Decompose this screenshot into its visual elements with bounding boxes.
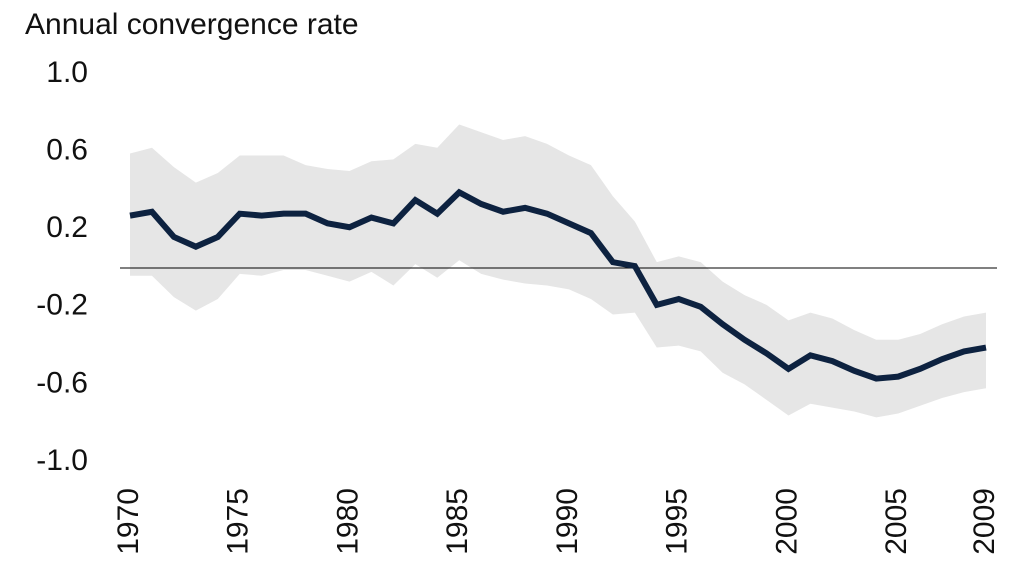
x-tick-label: 2009 <box>968 488 1001 555</box>
y-tick-label: 0.6 <box>46 134 88 167</box>
x-tick-label: 1985 <box>441 488 474 555</box>
y-tick-label: -1.0 <box>36 444 88 477</box>
confidence-band <box>130 124 986 418</box>
x-tick-label: 1970 <box>112 488 145 555</box>
chart-title: Annual convergence rate <box>25 8 359 41</box>
y-tick-label: -0.2 <box>36 289 88 322</box>
x-tick-label: 1990 <box>551 488 584 555</box>
x-tick-label: 2000 <box>770 488 803 555</box>
y-tick-label: -0.6 <box>36 366 88 399</box>
line <box>129 188 987 382</box>
x-tick-label: 1980 <box>331 488 364 555</box>
y-tick-label: 0.2 <box>46 211 88 244</box>
y-tick-label: 1.0 <box>46 56 88 89</box>
x-tick-label: 2005 <box>880 488 913 555</box>
x-tick-label: 1995 <box>661 488 694 555</box>
x-tick-label: 1975 <box>222 488 255 555</box>
